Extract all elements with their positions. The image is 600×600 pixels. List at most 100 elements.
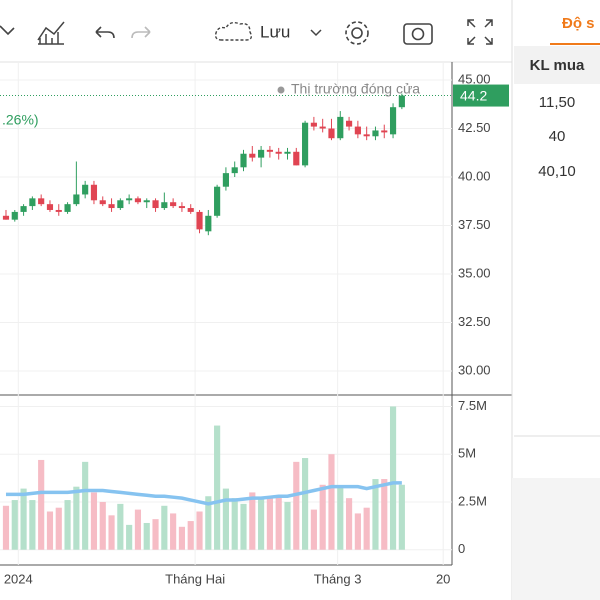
candle-body	[152, 200, 159, 209]
volume-bar	[187, 521, 194, 550]
volume-bar	[222, 488, 229, 550]
panel-cell: 11,50	[539, 94, 575, 111]
volume-bar	[284, 501, 291, 550]
candle-body	[302, 122, 309, 166]
icon-camera-lens	[411, 27, 425, 41]
change-label: .26%)	[2, 112, 39, 128]
volume-bar	[337, 486, 344, 550]
candle-body	[29, 198, 36, 207]
icon-chevron[interactable]	[0, 25, 15, 36]
volume-bar	[134, 509, 142, 550]
panel-tab[interactable]: Độ s	[562, 15, 595, 32]
icon-cloud[interactable]	[214, 21, 253, 41]
volume-bar	[293, 461, 300, 550]
volume-bar	[108, 515, 115, 550]
volume-bar	[2, 505, 10, 550]
save-label[interactable]: Lưu	[260, 22, 290, 41]
last-price-tag	[453, 84, 509, 107]
candle-body	[381, 130, 388, 133]
vol-tick-label: 7.5M	[458, 398, 487, 413]
candle-body	[398, 95, 405, 108]
volume-bar	[266, 498, 273, 550]
volume-bar	[354, 513, 361, 550]
volume-bar	[99, 501, 106, 550]
volume-bar	[310, 509, 317, 550]
candle-body	[222, 173, 229, 187]
y-tick-label: 35.00	[458, 265, 491, 280]
icon-settings[interactable]	[351, 27, 363, 39]
candle-body	[389, 107, 397, 135]
toolbar	[0, 0, 512, 62]
vol-tick-label: 2.5M	[458, 493, 487, 508]
candle-body	[64, 204, 71, 212]
candle-body	[11, 211, 18, 220]
icon-dropdown[interactable]	[310, 29, 322, 37]
candle-body	[240, 153, 247, 168]
volume-bar	[73, 486, 80, 550]
icon-indicators[interactable]	[37, 21, 65, 45]
candle-body	[196, 211, 203, 230]
candle-body	[178, 206, 186, 209]
candle-body	[2, 215, 10, 220]
candle-body	[161, 202, 168, 209]
volume-bar	[231, 498, 238, 550]
y-tick-label: 42.50	[458, 120, 491, 135]
volume-bar	[90, 492, 98, 550]
vol-tick-label: 0	[458, 541, 465, 556]
candle-body	[275, 151, 282, 154]
volume-bar	[389, 406, 397, 550]
x-tick-label: 20	[436, 571, 450, 586]
candle-body	[20, 206, 27, 212]
volume-bar	[29, 500, 36, 550]
volume-bar	[372, 479, 379, 550]
candle-body	[126, 198, 133, 201]
y-tick-label: 30.00	[458, 362, 491, 377]
volume-bar	[319, 484, 326, 550]
candle-body	[38, 198, 45, 205]
candle-body	[354, 126, 361, 135]
volume-bar	[64, 500, 71, 550]
candle-body	[170, 202, 177, 207]
icon-fullscreen[interactable]	[467, 19, 493, 45]
y-tick-label: 32.50	[458, 314, 491, 329]
x-tick-label: Tháng Hai	[165, 571, 225, 586]
last-price-label: 44.2	[460, 87, 487, 103]
volume-bar	[345, 498, 353, 550]
candle-body	[205, 215, 212, 232]
volume-bar	[143, 522, 150, 550]
market-status: Thị trường đóng cửa	[291, 81, 420, 97]
candle-body	[117, 200, 124, 209]
candle-body	[187, 208, 194, 212]
candle-body	[337, 116, 344, 139]
volume-bar	[152, 519, 159, 550]
volume-bar	[249, 492, 256, 550]
icon-camera[interactable]	[403, 23, 433, 45]
candle-body	[266, 149, 273, 152]
icon-settings-ring	[345, 21, 369, 45]
candle-body	[328, 128, 335, 139]
volume-bar	[381, 479, 388, 550]
vol-tick-label: 5M	[458, 446, 476, 461]
volume-bar	[275, 496, 282, 550]
candle-body	[258, 149, 265, 158]
volume-bar	[205, 496, 212, 550]
volume-bar	[161, 505, 168, 550]
volume-ma	[5, 481, 402, 506]
volume-bar	[398, 484, 405, 550]
candle-body	[108, 204, 115, 209]
icon-redo[interactable]	[131, 26, 151, 39]
x-tick-label: Tháng 3	[314, 571, 362, 586]
candle-body	[214, 186, 221, 216]
volume-bar	[170, 513, 177, 550]
status-dot	[277, 86, 285, 94]
volume-bar	[214, 425, 221, 550]
volume-bar	[117, 503, 124, 550]
candle-body	[293, 151, 300, 166]
volume-bar	[258, 498, 265, 550]
candle-body	[310, 122, 317, 127]
volume-bar	[363, 507, 370, 550]
icon-undo[interactable]	[95, 26, 115, 39]
panel-footer	[512, 478, 600, 600]
y-tick-label: 40.00	[458, 168, 491, 183]
